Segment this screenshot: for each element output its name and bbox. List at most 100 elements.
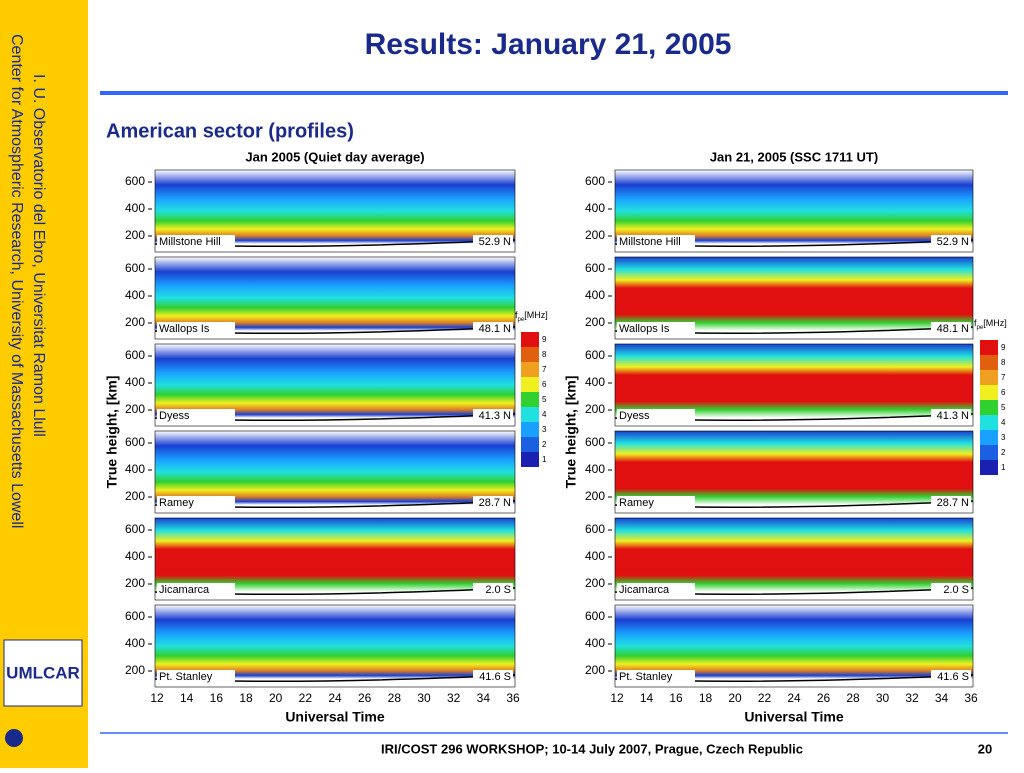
x-tick-label: 36 (964, 691, 978, 705)
colorbar-swatch (980, 385, 998, 400)
station-lat: 28.7 N (937, 497, 969, 509)
station-box (617, 322, 695, 336)
station-lat: 48.1 N (479, 323, 511, 335)
colorbar-level: 4 (542, 410, 547, 419)
y-tick-label: 200 (125, 663, 145, 677)
panel-frame (154, 430, 516, 514)
panel-frame (614, 604, 974, 688)
colorbar-symbol: f (515, 310, 518, 320)
panel-frame (154, 256, 516, 340)
panel-frame (614, 169, 974, 253)
x-tick-label: 12 (610, 691, 624, 705)
x-tick-label: 22 (299, 691, 313, 705)
colorbar-level: 8 (1001, 358, 1006, 367)
x-tick-label: 24 (787, 691, 801, 705)
y-tick-label: 200 (125, 402, 145, 416)
y-tick-label: 600 (125, 348, 145, 362)
x-tick-label: 26 (817, 691, 831, 705)
station-name: Ramey (619, 497, 654, 509)
y-tick-label: 400 (125, 375, 145, 389)
station-name: Dyess (159, 410, 190, 422)
y-tick-label: 600 (585, 609, 605, 623)
y-tick-label: 400 (125, 462, 145, 476)
station-name: Millstone Hill (159, 236, 221, 248)
station-lat: 2.0 S (485, 584, 511, 596)
lat-box (473, 670, 513, 684)
colorbar-level: 9 (542, 335, 547, 344)
panel-frame (154, 604, 516, 688)
colorbar-level: 7 (1001, 373, 1006, 382)
colorbar-unit: [MHz] (524, 310, 548, 320)
y-tick-label: 200 (585, 228, 605, 242)
x-axis-label: Universal Time (285, 709, 385, 725)
x-tick-label: 24 (328, 691, 342, 705)
station-lat: 48.1 N (937, 323, 969, 335)
x-tick-label: 34 (477, 691, 491, 705)
y-tick-label: 200 (585, 315, 605, 329)
colorbar-level: 4 (1001, 418, 1006, 427)
sidebar-text: Center for Atmospheric Research, Univers… (8, 34, 25, 528)
lat-box (473, 409, 513, 423)
logo (3, 639, 83, 707)
colorbar-swatch (521, 452, 539, 467)
x-tick-label: 16 (669, 691, 683, 705)
x-tick-label: 18 (699, 691, 713, 705)
y-tick-label: 200 (585, 402, 605, 416)
colorbar-level: 1 (1001, 463, 1006, 472)
colorbar-swatch (521, 437, 539, 452)
panel-frame (614, 343, 974, 427)
station-box (157, 235, 235, 249)
colorbar-swatch (521, 422, 539, 437)
colorbar-swatch (521, 407, 539, 422)
lat-box (931, 496, 971, 510)
y-tick-label: 600 (125, 609, 145, 623)
lat-box (931, 670, 971, 684)
colorbar-level: 6 (1001, 388, 1006, 397)
y-tick-label: 400 (585, 288, 605, 302)
x-tick-label: 32 (447, 691, 461, 705)
panel-title: Jan 2005 (Quiet day average) (245, 149, 424, 164)
station-box (157, 496, 235, 510)
x-tick-label: 32 (905, 691, 919, 705)
colorbar-swatch (521, 362, 539, 377)
station-box (157, 409, 235, 423)
lat-box (931, 235, 971, 249)
y-tick-label: 600 (585, 348, 605, 362)
station-box (157, 583, 235, 597)
y-tick-label: 400 (585, 462, 605, 476)
y-tick-label: 200 (125, 228, 145, 242)
station-name: Pt. Stanley (619, 671, 673, 683)
x-tick-label: 22 (758, 691, 772, 705)
footer-text: IRI/COST 296 WORKSHOP; 10-14 July 2007, … (381, 741, 803, 756)
station-box (157, 322, 235, 336)
y-tick-label: 400 (125, 288, 145, 302)
colorbar-unit: [MHz] (983, 318, 1007, 328)
y-tick-label: 200 (585, 576, 605, 590)
colorbar-swatch (980, 460, 998, 475)
y-tick-label: 200 (585, 663, 605, 677)
y-axis-label: True height, [km] (563, 376, 579, 489)
colorbar-swatch (980, 340, 998, 355)
sidebar-text: I. U. Observatorio del Ebro, Universitat… (30, 74, 47, 437)
station-name: Millstone Hill (619, 236, 681, 248)
y-tick-label: 200 (125, 489, 145, 503)
station-lat: 41.6 S (479, 671, 511, 683)
x-tick-label: 26 (358, 691, 372, 705)
colorbar-swatch (980, 355, 998, 370)
rule (100, 91, 1008, 95)
page-number: 20 (978, 741, 992, 756)
x-tick-label: 18 (239, 691, 253, 705)
logo-text: UMLCAR (6, 663, 80, 682)
y-tick-label: 200 (585, 489, 605, 503)
colorbar-level: 3 (1001, 433, 1006, 442)
x-tick-label: 20 (269, 691, 283, 705)
station-lat: 52.9 N (479, 236, 511, 248)
y-tick-label: 600 (585, 174, 605, 188)
y-tick-label: 400 (585, 201, 605, 215)
colorbar-label: fpe[MHz] (974, 318, 1007, 330)
x-tick-label: 28 (388, 691, 402, 705)
station-name: Dyess (619, 410, 650, 422)
panel-frame (154, 169, 516, 253)
colorbar-label: fpe[MHz] (515, 310, 548, 322)
